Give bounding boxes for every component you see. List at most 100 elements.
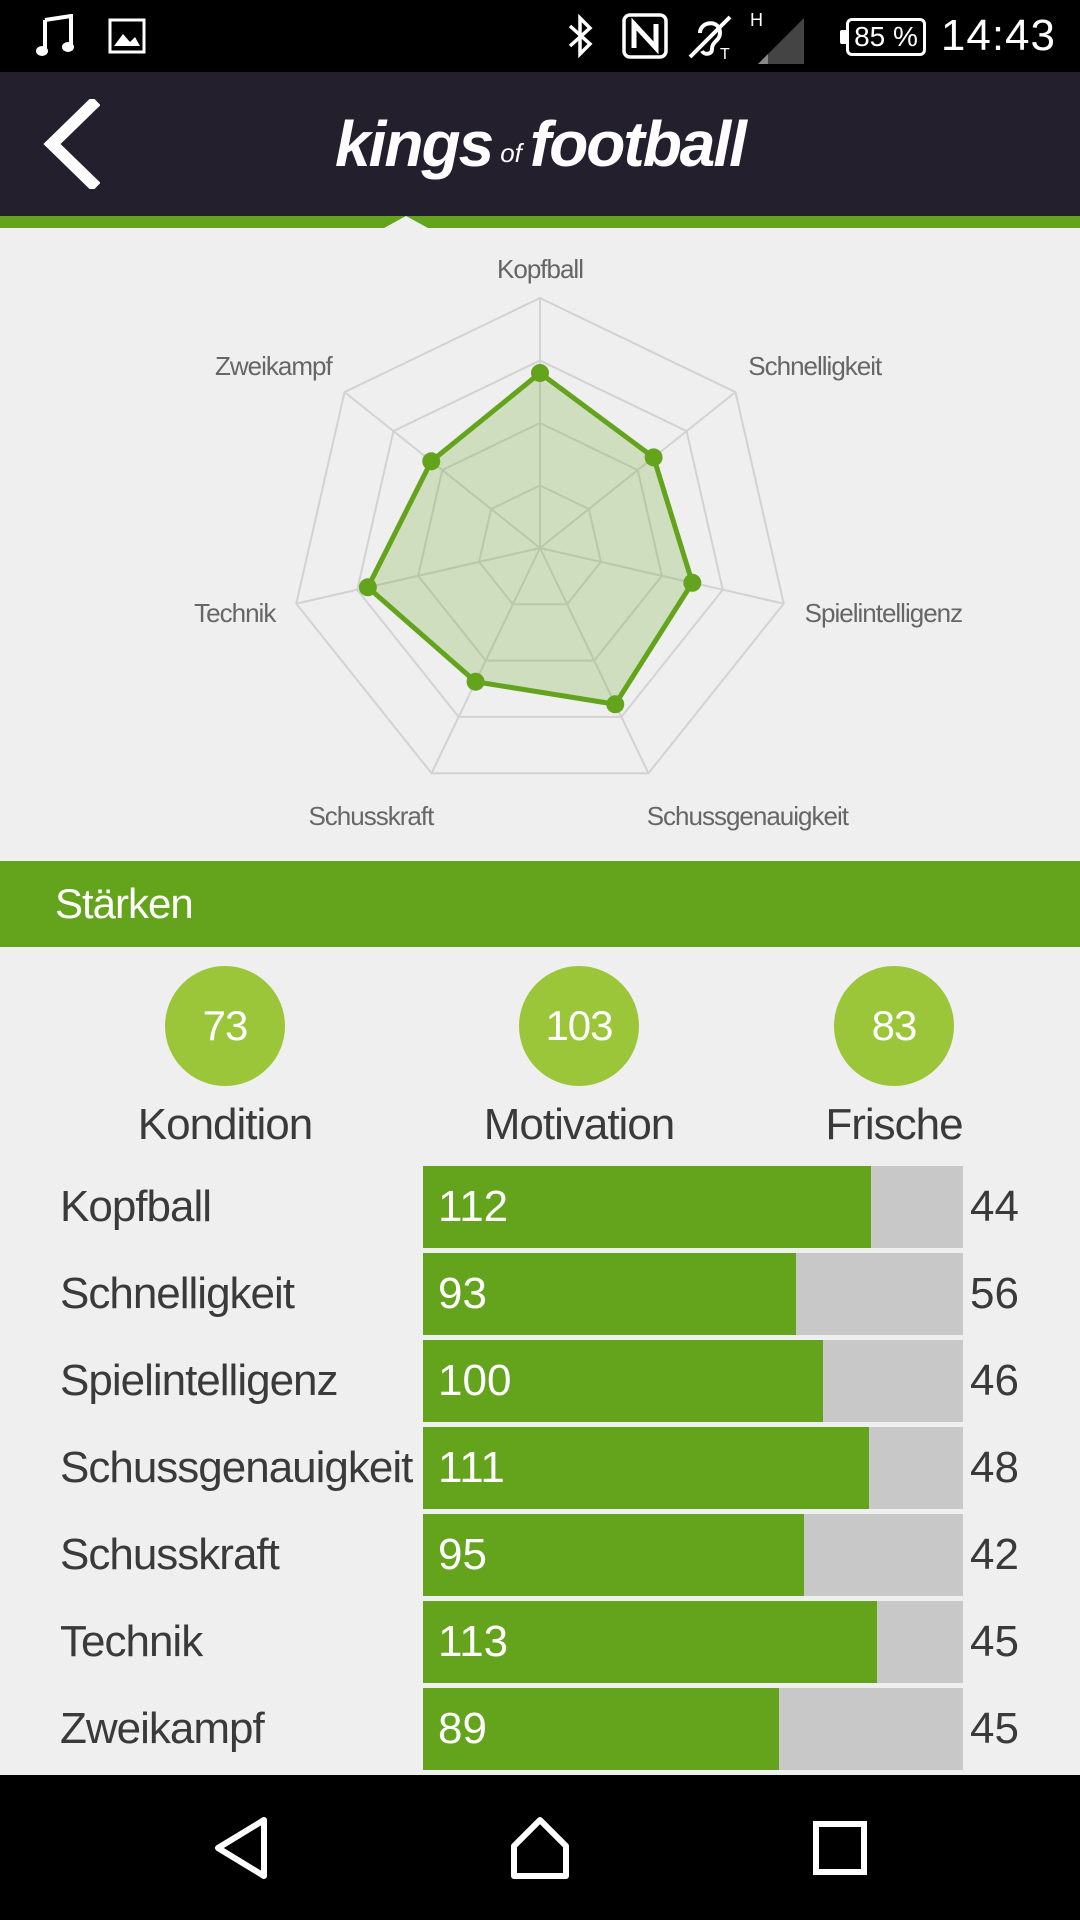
stat-value: 73 [165,966,285,1086]
radar-grid-spoke [296,547,541,605]
attribute-bar-fill [423,1514,804,1596]
attribute-row-technik: Technik 113 45 [0,1601,1080,1683]
attribute-name: Technik [60,1617,203,1666]
attribute-row-kopfball: Kopfball 112 44 [0,1166,1080,1248]
attribute-bar-fill [423,1601,877,1683]
back-button[interactable] [30,92,110,196]
radar-grid-ring [356,359,724,718]
attribute-name: Spielintelligenz [60,1356,339,1405]
radar-grid-spoke [539,547,784,605]
image-icon [104,0,150,72]
attribute-bar-fill [423,1688,780,1770]
radar-data-point [358,578,377,597]
attribute-bar: 95 [423,1514,963,1596]
attribute-bar: 112 [423,1166,963,1248]
section-title: Stärken [55,880,194,927]
radar-grid-spoke [539,547,650,774]
radar-series-area [365,370,695,707]
battery-indicator: 85 % [840,18,926,56]
radar-axis-label: Schnelligkeit [748,351,883,381]
radar-axis-label: Schusskraft [308,801,435,831]
attribute-bar: 93 [423,1253,963,1335]
attribute-value: 113 [438,1617,509,1666]
system-nav-bar [0,1775,1080,1920]
svg-text:T: T [720,46,730,61]
nav-recents-button[interactable] [770,1775,910,1920]
attribute-name: Kopfball [60,1182,212,1231]
nfc-icon [618,0,672,72]
attribute-secondary-value: 56 [970,1269,1019,1318]
radar-data-point [422,452,441,471]
stat-kondition: 73 Kondition [75,966,375,1150]
stat-motivation: 103 Motivation [429,966,729,1150]
music-icon [30,0,80,72]
radar-axis-label: Zweikampf [215,351,333,381]
radar-data-point [606,695,625,714]
attribute-row-schnelligkeit: Schnelligkeit 93 56 [0,1253,1080,1335]
attribute-row-schussgenauigkeit: Schussgenauigkeit 111 48 [0,1427,1080,1509]
attribute-value: 100 [438,1356,512,1405]
app-logo: kings of football [0,72,1080,216]
attribute-name: Zweikampf [60,1704,265,1753]
attribute-bar-fill [423,1253,796,1335]
signal-icon: H [748,0,808,72]
status-time: 14:43 [940,11,1056,60]
app-header [0,72,1080,216]
radar-data-point [466,672,485,691]
attribute-row-zweikampf: Zweikampf 89 45 [0,1688,1080,1770]
radar-data-point [531,364,549,382]
radar-data-point [644,448,663,467]
stat-value: 83 [834,966,954,1086]
attribute-secondary-value: 48 [970,1443,1019,1492]
stat-label: Kondition [137,1100,313,1149]
stat-value: 103 [519,966,639,1086]
network-type: H [750,10,763,30]
header-notch [384,216,428,228]
attribute-name: Schusskraft [60,1530,280,1579]
radar-grid-ring [417,421,663,662]
status-bar: T H 85 % 14:43 [0,0,1080,72]
attribute-value: 111 [438,1443,505,1492]
section-header: Stärken [0,861,1080,947]
radar-axis-label: Kopfball [497,254,583,284]
stat-label: Frische [825,1100,963,1149]
radar-grid-ring [295,296,785,775]
attribute-bar: 100 [423,1340,963,1422]
attribute-bar-fill [423,1340,823,1422]
attribute-bar-fill [423,1166,872,1248]
attribute-bar: 89 [423,1688,963,1770]
radar-grid-spoke [343,391,541,549]
attribute-secondary-value: 42 [970,1530,1019,1579]
triangle-back-icon [215,1816,267,1879]
logo-of: of [500,137,522,168]
logo-football: football [529,108,747,180]
attribute-bar-fill [423,1427,869,1509]
radar-grid-spoke [539,391,737,549]
radar-grid-spoke [430,547,541,774]
home-icon [511,1816,569,1879]
attribute-secondary-value: 45 [970,1704,1019,1753]
attribute-bar: 111 [423,1427,963,1509]
attribute-bar: 113 [423,1601,963,1683]
hearing-aid-icon: T [684,0,738,72]
attribute-value: 112 [438,1182,509,1231]
nav-back-button[interactable] [172,1775,312,1920]
attribute-value: 93 [438,1269,487,1318]
attribute-name: Schussgenauigkeit [60,1443,413,1492]
attribute-secondary-value: 45 [970,1617,1019,1666]
attribute-row-schusskraft: Schusskraft 95 42 [0,1514,1080,1596]
nav-home-button[interactable] [470,1775,610,1920]
attribute-name: Schnelligkeit [60,1269,295,1318]
attribute-value: 89 [438,1704,487,1753]
attribute-value: 95 [438,1530,487,1579]
attribute-secondary-value: 46 [970,1356,1019,1405]
header-accent-line [0,216,1080,228]
radar-data-point [683,573,702,592]
radar-chart: Kopfball Schnelligkeit Spielintelligenz Sch… [194,254,963,831]
logo-kings: kings [335,108,494,180]
chevron-left-icon [43,99,100,189]
stat-label: Motivation [483,1100,676,1149]
radar-grid-ring [477,484,603,606]
stat-frische: 83 Frische [744,966,1044,1150]
radar-axis-label: Technik [194,598,277,628]
